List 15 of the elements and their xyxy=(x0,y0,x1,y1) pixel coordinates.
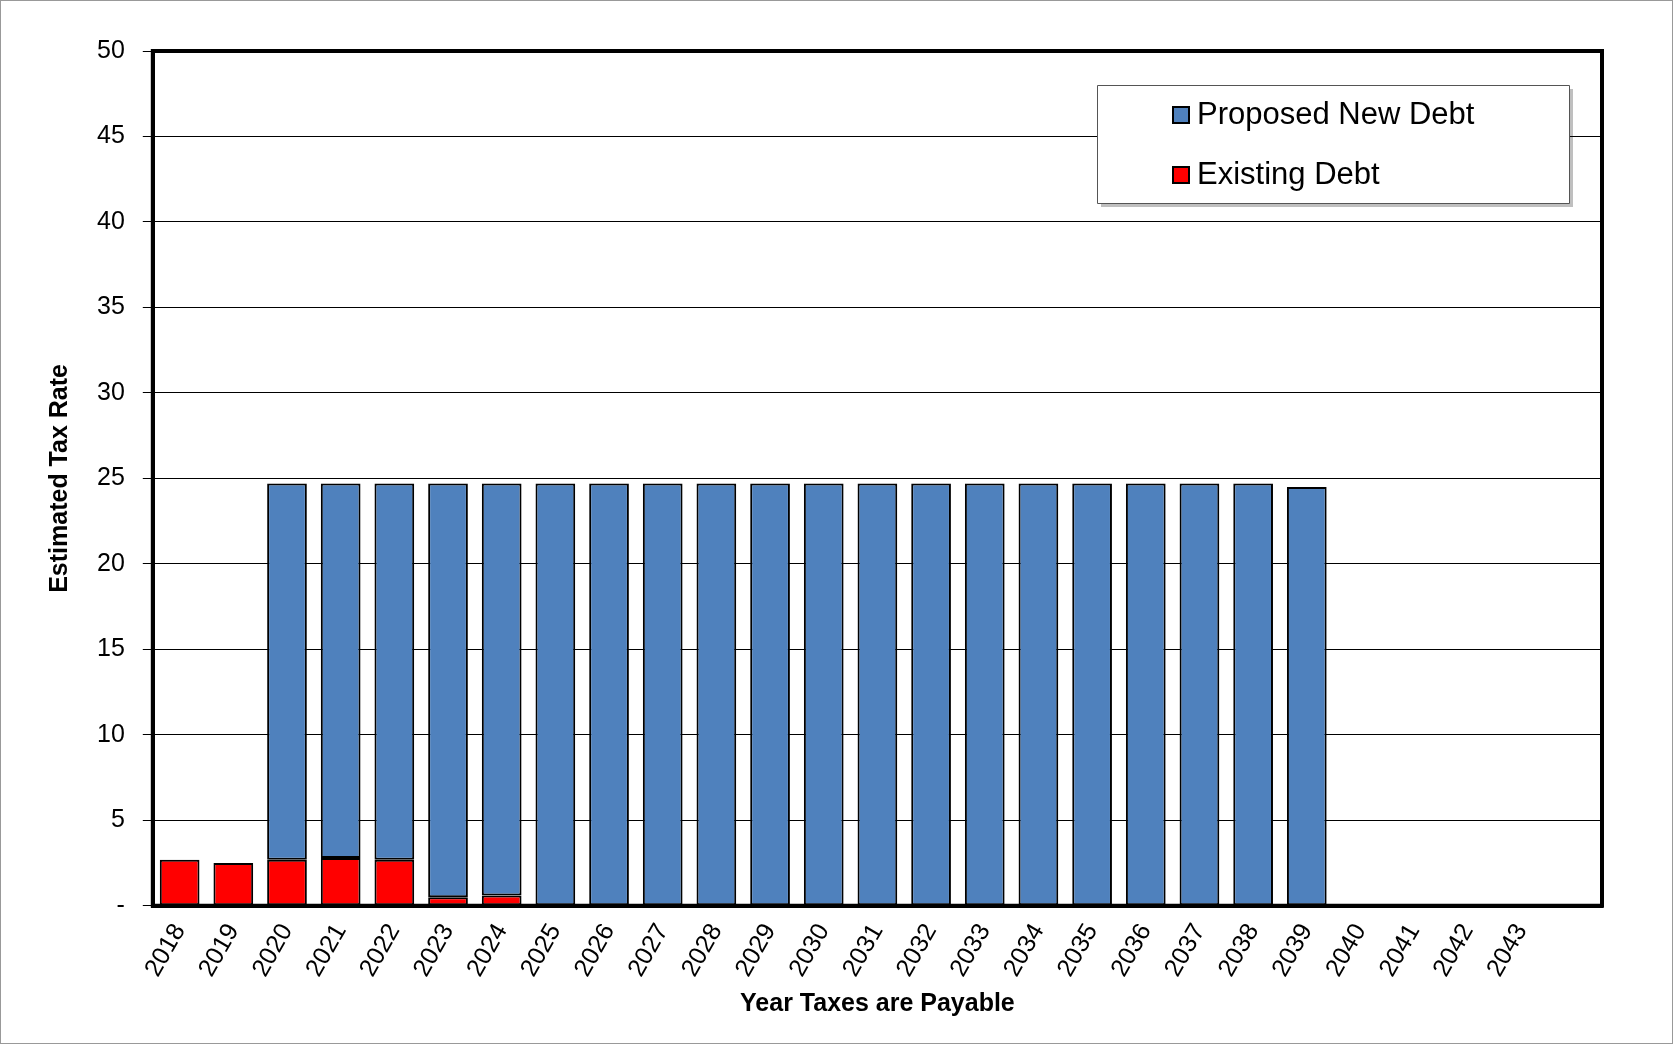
y-tick-label: 5 xyxy=(110,804,125,833)
y-tick-label: 10 xyxy=(97,718,125,747)
y-tick-label: 25 xyxy=(97,462,125,491)
y-tick-label: - xyxy=(116,889,125,918)
x-axis-title: Year Taxes are Payable xyxy=(740,987,1015,1016)
y-tick-label: 50 xyxy=(97,34,125,63)
y-tick-label: 45 xyxy=(97,120,125,149)
legend-label: Proposed New Debt xyxy=(1197,95,1475,131)
y-tick-label: 30 xyxy=(97,376,125,405)
y-tick-label: 40 xyxy=(97,205,125,234)
legend-label: Existing Debt xyxy=(1197,155,1381,191)
y-tick-label: 35 xyxy=(97,291,125,320)
y-tick-label: 15 xyxy=(97,633,125,662)
y-axis-title: Estimated Tax Rate xyxy=(43,363,72,593)
y-tick-label: 20 xyxy=(97,547,125,576)
